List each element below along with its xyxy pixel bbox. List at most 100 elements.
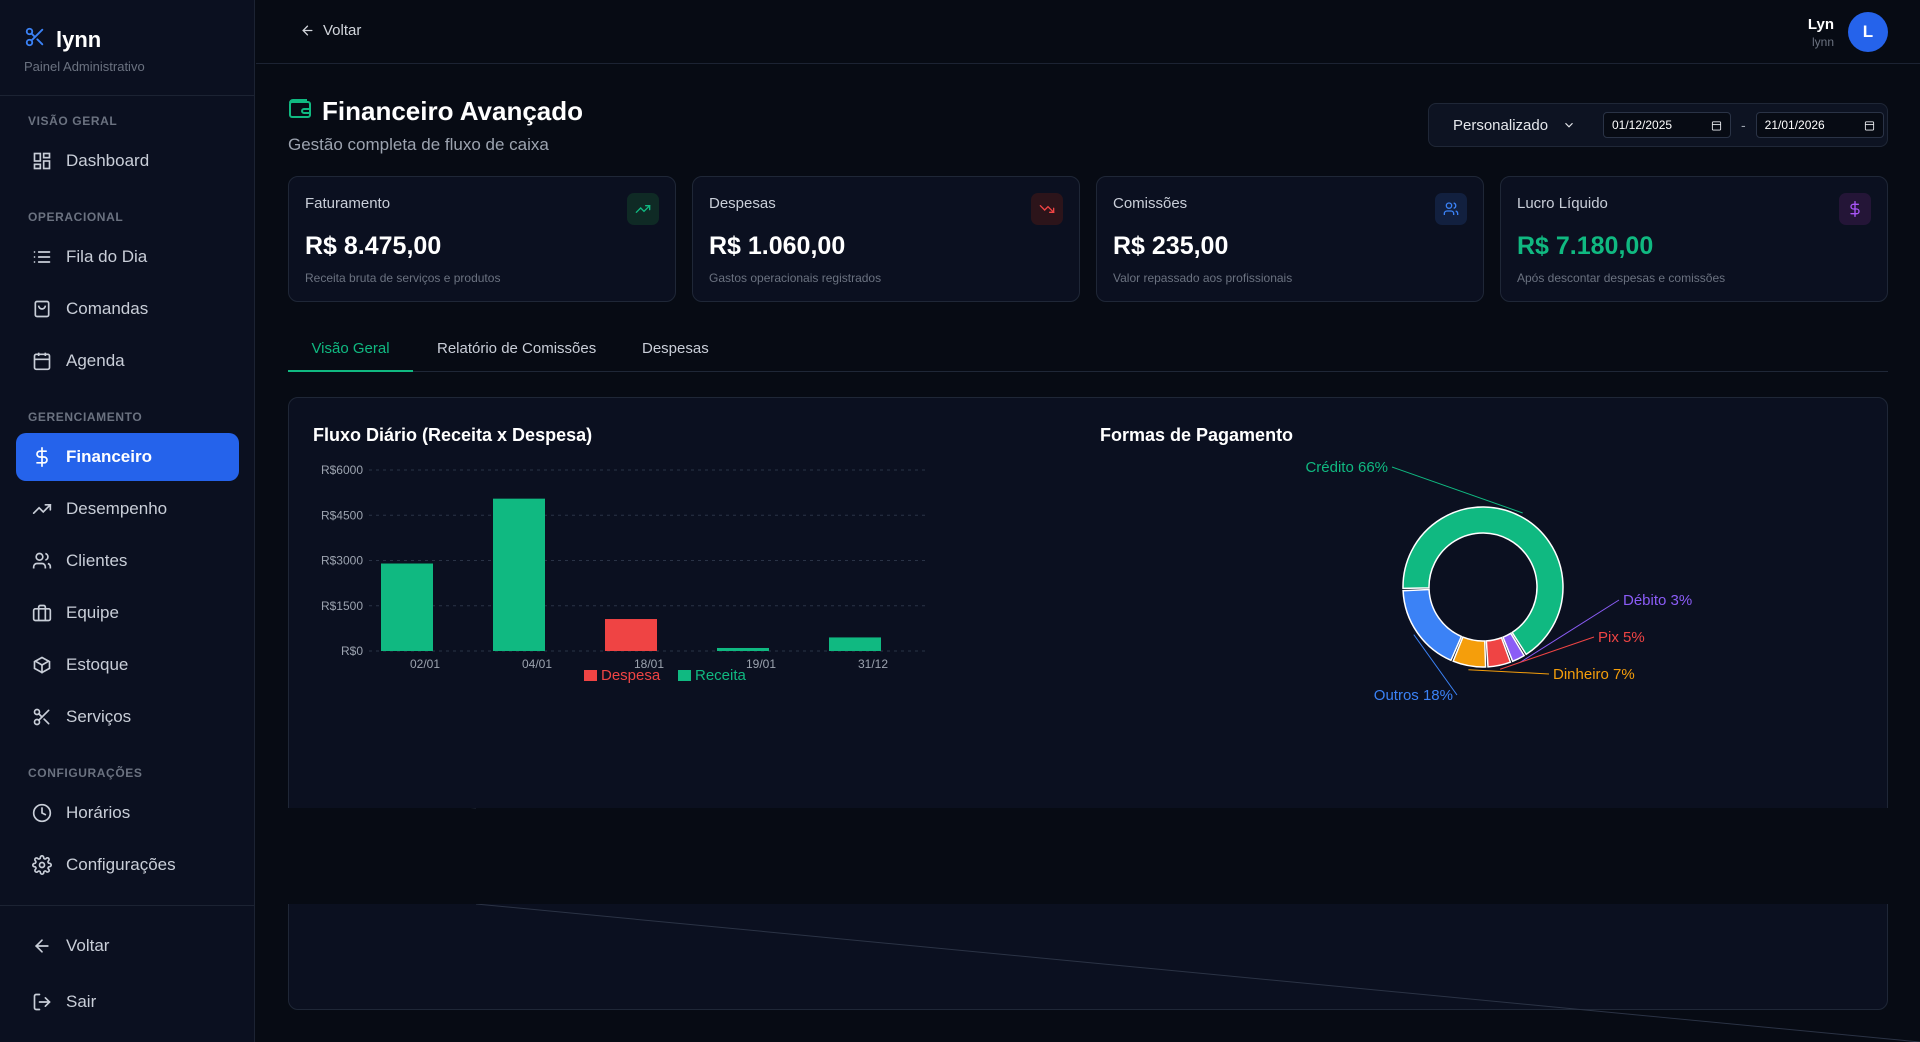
bar-receita xyxy=(381,563,433,651)
avatar[interactable]: L xyxy=(1848,12,1888,52)
pie-slice-label: Dinheiro 7% xyxy=(1553,666,1635,683)
sidebar-back-button[interactable]: Voltar xyxy=(16,922,239,970)
tab-despesas[interactable]: Despesas xyxy=(642,340,709,357)
sidebar-item-label: Equipe xyxy=(66,603,119,622)
trend-up-icon xyxy=(627,193,659,225)
users-icon xyxy=(1435,193,1467,225)
bar-chart-title: Fluxo Diário (Receita x Despesa) xyxy=(313,425,593,445)
sidebar-item-comandas[interactable]: Comandas xyxy=(16,285,239,333)
pie-slice-label: Outros 18% xyxy=(1374,687,1453,704)
pie-slice-label: Crédito 66% xyxy=(1305,459,1388,476)
calendar-icon xyxy=(33,352,51,371)
date-to-input[interactable]: 21/01/2026 xyxy=(1755,112,1884,138)
arrow-left-icon xyxy=(302,25,313,36)
tab-relatorio-comissoes[interactable]: Relatório de Comissões xyxy=(437,340,597,357)
render-artifact xyxy=(256,808,1920,904)
trend-down-icon xyxy=(1031,193,1063,225)
pie-leader-line xyxy=(1468,669,1550,675)
tab-bar: Visão Geral Relatório de Comissões Despe… xyxy=(288,330,1888,372)
sidebar-item-configuracoes[interactable]: Configurações xyxy=(16,841,239,889)
card-label: Lucro Líquido xyxy=(1517,195,1608,212)
bar-despesa xyxy=(605,619,657,651)
stat-card-despesas: Despesas R$ 1.060,00 Gastos operacionais… xyxy=(692,176,1080,302)
stat-card-comissoes: Comissões R$ 235,00 Valor repassado aos … xyxy=(1096,176,1484,302)
card-value: R$ 1.060,00 xyxy=(709,232,846,260)
tab-visao-geral[interactable]: Visão Geral xyxy=(288,330,413,372)
sidebar-item-label: Horários xyxy=(66,803,131,822)
bar-receita xyxy=(717,647,769,651)
legend-label: Receita xyxy=(695,667,747,684)
sidebar-item-label: Agenda xyxy=(66,351,125,370)
pie-slice xyxy=(1402,588,1463,662)
sidebar-footer xyxy=(0,905,255,906)
sidebar-item-equipe[interactable]: Equipe xyxy=(16,589,239,637)
pie-leader-line xyxy=(1520,599,1620,663)
back-link[interactable]: Voltar xyxy=(300,22,361,39)
sidebar-item-label: Clientes xyxy=(66,551,128,570)
pie-slice-label: Débito 3% xyxy=(1623,592,1692,609)
arrow-left-icon xyxy=(34,939,49,953)
user-username: lynn xyxy=(1811,34,1834,49)
list-icon xyxy=(33,251,51,263)
user-menu[interactable]: Lyn lynn L xyxy=(1808,12,1888,52)
dashboard-icon xyxy=(33,152,51,170)
briefcase-icon xyxy=(32,604,52,622)
calendar-icon[interactable] xyxy=(1864,120,1875,131)
users-icon xyxy=(32,552,52,569)
x-tick-label: 04/01 xyxy=(522,657,552,671)
gear-icon xyxy=(32,855,52,875)
sidebar-item-label: Fila do Dia xyxy=(66,247,148,266)
x-tick-label: 02/01 xyxy=(410,657,440,671)
sidebar-item-financeiro[interactable]: Financeiro xyxy=(16,433,239,481)
x-tick-label: 31/12 xyxy=(858,657,888,671)
dollar-icon xyxy=(1839,193,1871,225)
pie-slice xyxy=(1452,636,1487,668)
sidebar-item-clientes[interactable]: Clientes xyxy=(16,537,239,585)
clock-icon xyxy=(32,803,52,823)
sidebar-item-desempenho[interactable]: Desempenho xyxy=(16,485,239,533)
scissors-icon xyxy=(33,708,50,726)
wallet-icon xyxy=(288,97,312,126)
sidebar-item-label: Estoque xyxy=(66,655,129,674)
sidebar-logout-button[interactable]: Sair xyxy=(16,978,239,1026)
sidebar-item-label: Serviços xyxy=(66,707,132,726)
period-select[interactable]: Personalizado xyxy=(1453,117,1593,134)
date-from-input[interactable]: 01/12/2025 xyxy=(1603,112,1731,138)
card-label: Faturamento xyxy=(305,195,391,212)
page-header: Financeiro Avançado Gestão completa de f… xyxy=(288,96,583,155)
pie-slice xyxy=(1502,632,1526,663)
x-tick-label: 19/01 xyxy=(746,657,776,671)
pie-slice-label: Pix 5% xyxy=(1598,629,1645,646)
sidebar: lynn Painel Administrativo VISÃO GERAL D… xyxy=(0,0,255,1042)
sidebar-item-dashboard[interactable]: Dashboard xyxy=(16,137,239,185)
page-title: Financeiro Avançado xyxy=(322,96,584,126)
pie-chart: Crédito 66% Débito 3% Pix 5% Dinheiro 7% Out… xyxy=(1305,459,1692,704)
calendar-icon[interactable] xyxy=(1711,120,1722,131)
card-value: R$ 8.475,00 xyxy=(305,232,442,260)
charts-panel: Fluxo Diário (Receita x Despesa) Formas … xyxy=(288,397,1888,1010)
scissors-logo-icon xyxy=(24,26,46,53)
period-select-value: Personalizado xyxy=(1453,116,1549,134)
x-tick-label: 18/01 xyxy=(634,657,664,671)
render-artifact-line xyxy=(476,904,1920,1042)
brand-subtitle: Painel Administrativo xyxy=(24,59,145,74)
y-tick-label: R$3000 xyxy=(321,554,363,568)
sidebar-item-agenda[interactable]: Agenda xyxy=(16,337,239,385)
y-tick-label: R$4500 xyxy=(321,508,363,522)
y-tick-label: R$6000 xyxy=(321,463,363,477)
sidebar-item-label: Comandas xyxy=(66,299,149,318)
y-tick-label: R$1500 xyxy=(321,599,363,613)
pie-chart-title: Formas de Pagamento xyxy=(1100,425,1294,445)
box-icon xyxy=(33,656,51,674)
sidebar-item-horarios[interactable]: Horários xyxy=(16,789,239,837)
bar-receita xyxy=(829,637,881,651)
receipt-icon xyxy=(34,300,50,318)
section-title-operational: OPERACIONAL xyxy=(28,210,124,224)
sidebar-item-label: Sair xyxy=(66,992,97,1011)
sidebar-item-estoque[interactable]: Estoque xyxy=(16,641,239,689)
page-subtitle: Gestão completa de fluxo de caixa xyxy=(288,135,549,154)
sidebar-item-fila-do-dia[interactable]: Fila do Dia xyxy=(16,233,239,281)
date-from-value: 01/12/2025 xyxy=(1612,118,1673,132)
pie-leader-line xyxy=(1391,466,1523,514)
sidebar-item-servicos[interactable]: Serviços xyxy=(16,693,239,741)
